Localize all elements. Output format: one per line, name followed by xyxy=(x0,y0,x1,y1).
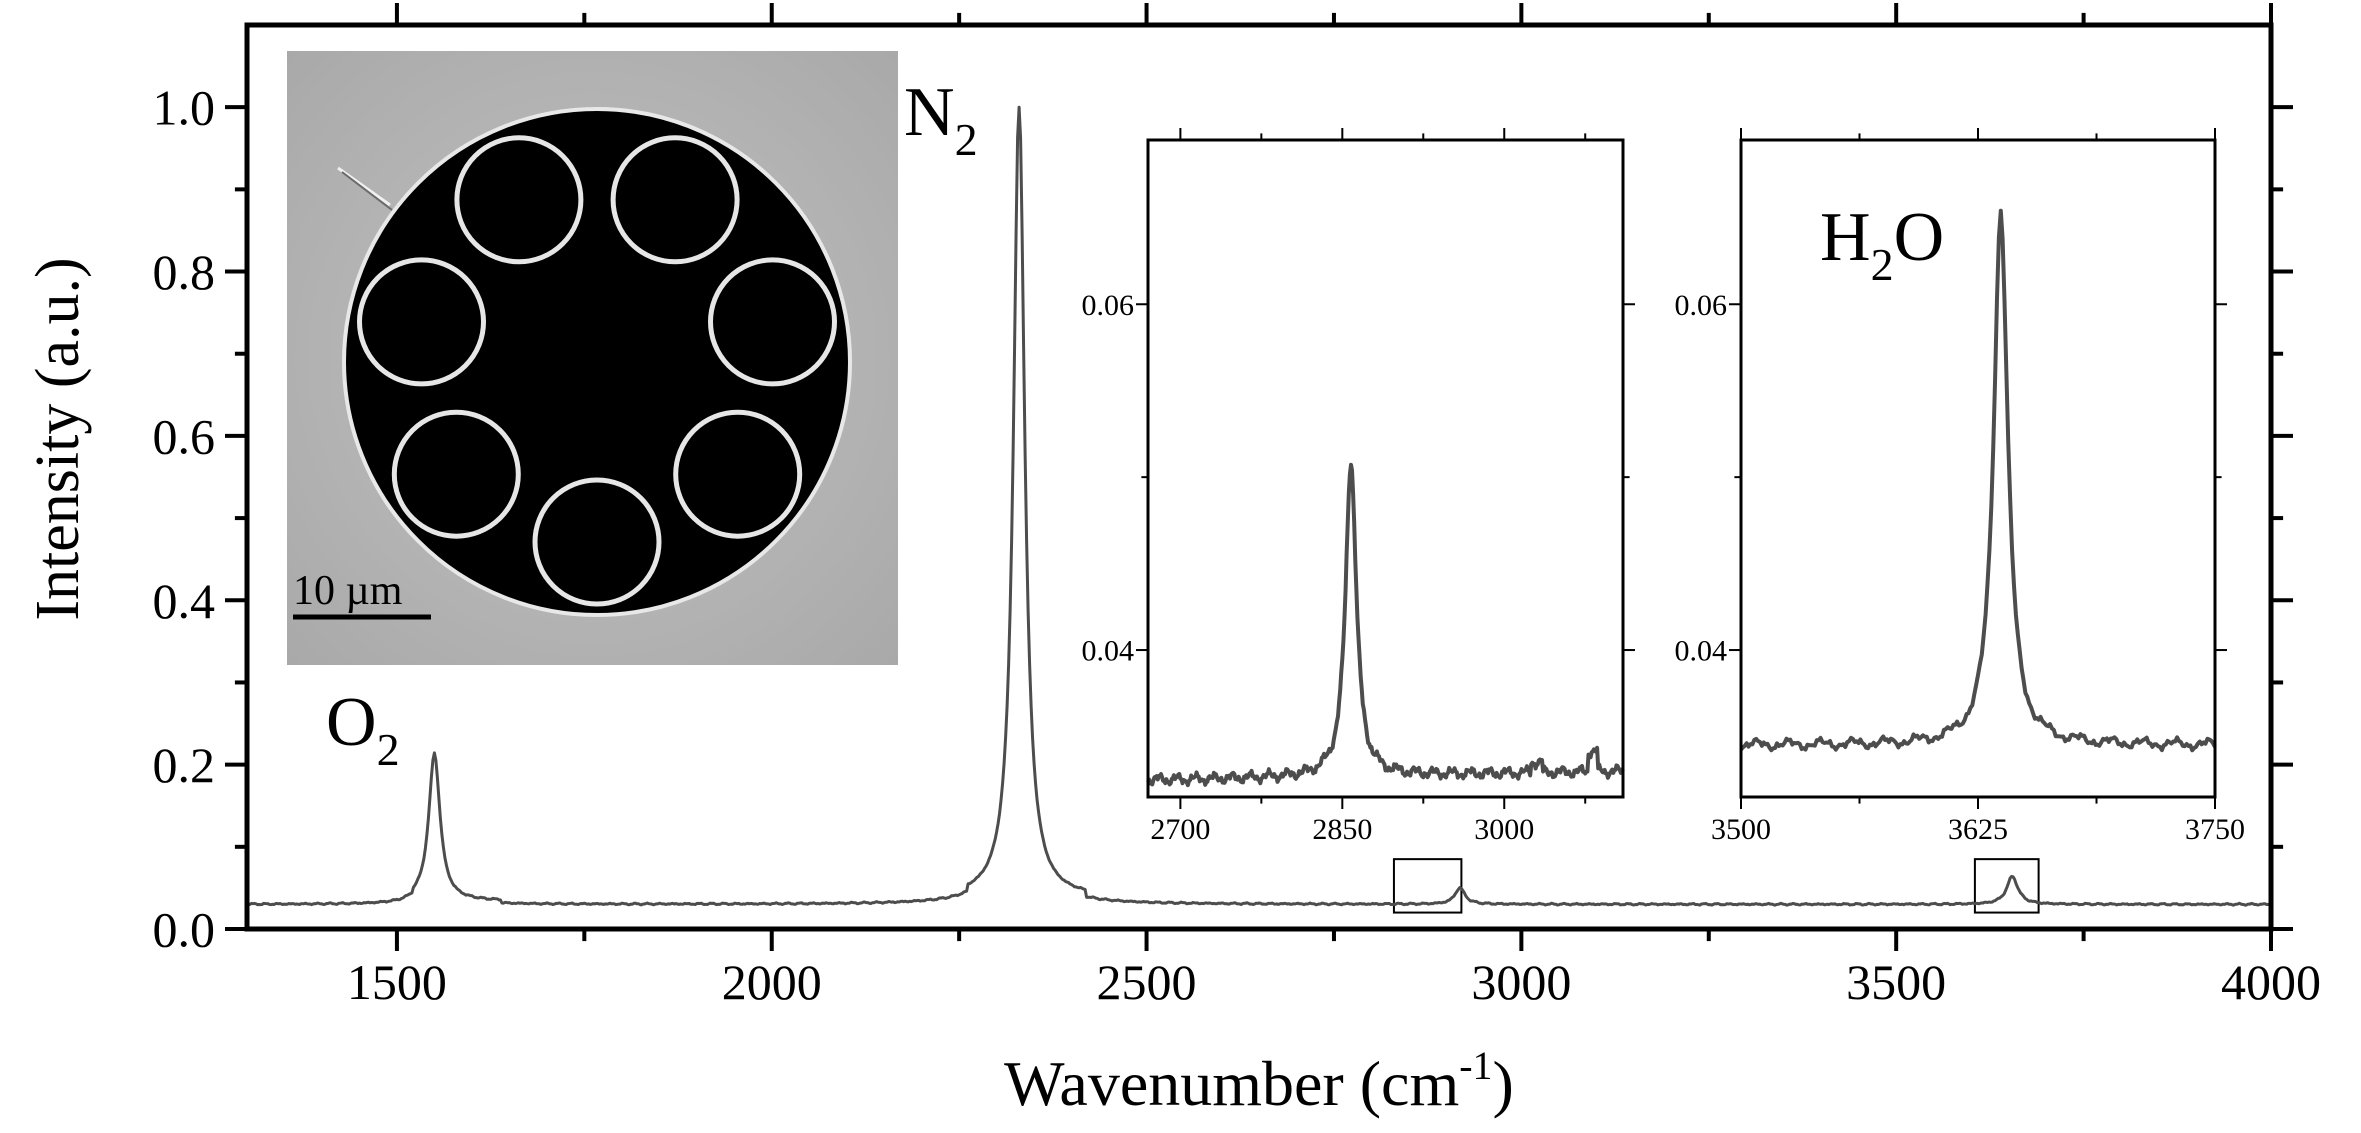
inset1-frame xyxy=(1146,138,1625,799)
inset2-spectrum-line xyxy=(1739,208,2217,753)
y-tick-label: 0.0 xyxy=(153,902,216,958)
inset2-axis-ticks xyxy=(1729,128,2227,809)
inset1-spectrum-line xyxy=(1146,462,1625,788)
main-spectrum-line xyxy=(246,105,2272,907)
y-tick-label: 1.0 xyxy=(153,80,216,136)
main-plot-frame xyxy=(244,22,2274,932)
capillary-ring xyxy=(532,477,662,607)
x-tick-label: 4000 xyxy=(2221,954,2321,1010)
inset1-background xyxy=(1148,140,1623,797)
inset-h2o-plot: 3500 3625 3750 0.04 0.06 H2O xyxy=(1675,128,2245,846)
h2o-label-subscript: 2 xyxy=(1871,239,1894,290)
y-tick-label: 0.4 xyxy=(153,573,216,629)
x-tick-label: 2700 xyxy=(1150,813,1210,846)
capillary-ring xyxy=(708,257,837,387)
zoom-region-box xyxy=(1392,858,1463,914)
capillary-ring xyxy=(454,135,584,265)
x-tick-label: 2000 xyxy=(722,954,822,1010)
x-axis-title-end: ) xyxy=(1493,1048,1514,1119)
main-x-tick-labels: 1500 2000 2500 3000 3500 4000 xyxy=(347,954,2321,1010)
inset1-y-tick-labels: 0.04 0.06 xyxy=(1082,289,1135,668)
x-tick-label: 2850 xyxy=(1312,813,1372,846)
inset1-x-tick-labels: 2700 2850 3000 xyxy=(1150,813,1534,846)
o2-peak-label-subscript: 2 xyxy=(377,724,400,775)
y-tick-label: 0.04 xyxy=(1082,635,1135,668)
x-tick-label: 2500 xyxy=(1097,954,1197,1010)
scale-bar-label: 10 µm xyxy=(293,568,403,614)
inset2-y-tick-labels: 0.04 0.06 xyxy=(1675,289,1728,668)
x-tick-label: 3625 xyxy=(1948,813,2008,846)
capillary-rings xyxy=(357,135,837,607)
y-axis-title: Intensity (a.u.) xyxy=(24,257,92,620)
capillary-ring xyxy=(357,257,486,387)
inset-ch4-plot: 2700 2850 3000 0.04 0.06 xyxy=(1082,128,1635,846)
sem-debris-streak xyxy=(337,166,391,207)
main-y-tick-labels: 0.0 0.2 0.4 0.6 0.8 1.0 xyxy=(153,80,216,958)
h2o-peak-label: H2O xyxy=(1820,199,1944,290)
main-plot: 1500 2000 2500 3000 3500 4000 0.0 0.2 0.4 0.6 0.8… xyxy=(24,3,2321,1119)
x-tick-label: 3000 xyxy=(1471,954,1571,1010)
sem-debris-streak-shadow xyxy=(341,171,393,211)
x-tick-label: 3750 xyxy=(2185,813,2245,846)
y-tick-label: 0.8 xyxy=(153,244,216,300)
x-axis-title-superscript: -1 xyxy=(1459,1043,1492,1088)
inset1-axis-ticks xyxy=(1136,128,1635,809)
y-tick-label: 0.06 xyxy=(1082,289,1135,322)
y-tick-label: 0.04 xyxy=(1675,635,1728,668)
x-tick-label: 3500 xyxy=(1846,954,1946,1010)
capillary-ring xyxy=(673,409,803,539)
capillary-ring xyxy=(391,409,521,539)
x-tick-label: 3000 xyxy=(1474,813,1534,846)
n2-peak-label: N2 xyxy=(904,74,978,165)
y-tick-label: 0.06 xyxy=(1675,289,1728,322)
o2-peak-label: O2 xyxy=(326,684,400,775)
capillary-ring xyxy=(610,135,740,265)
inset2-x-tick-labels: 3500 3625 3750 xyxy=(1711,813,2245,846)
x-tick-label: 1500 xyxy=(347,954,447,1010)
main-zoom-boxes xyxy=(1392,858,2040,914)
n2-peak-label-subscript: 2 xyxy=(955,114,978,165)
h2o-label-end: O xyxy=(1894,199,1945,276)
zoom-region-box xyxy=(1973,858,2040,914)
inset2-background xyxy=(1741,140,2215,797)
y-tick-label: 0.6 xyxy=(153,408,216,464)
y-tick-label: 0.2 xyxy=(153,737,216,793)
x-axis-title: Wavenumber (cm-1) xyxy=(1004,1043,1514,1119)
main-axis-ticks xyxy=(225,3,2293,951)
x-tick-label: 3500 xyxy=(1711,813,1771,846)
sem-image-inset: 10 µm xyxy=(287,51,898,665)
